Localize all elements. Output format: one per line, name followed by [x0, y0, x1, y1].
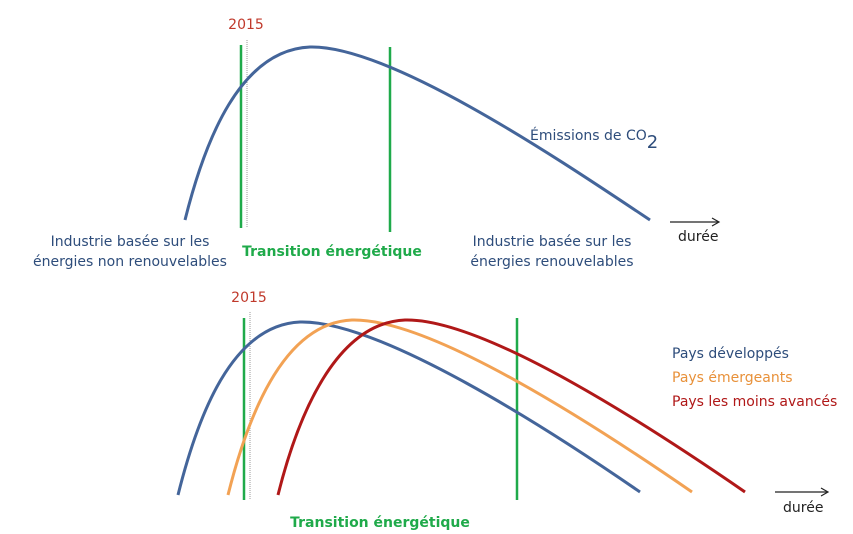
- legend-entry: Pays développés: [672, 346, 789, 362]
- legend-entry: Pays émergeants: [672, 370, 793, 386]
- left-label-line: Industrie basée sur les: [51, 234, 210, 250]
- left-label-line: énergies non renouvelables: [33, 254, 227, 270]
- title-subscript: 2: [647, 132, 658, 153]
- right-label: Industrie basée sur les énergies renouvel…: [470, 234, 633, 270]
- title: Émissions de CO2: [530, 127, 658, 153]
- curve-least-developed: [276, 318, 746, 496]
- axis-label: durée: [678, 229, 718, 245]
- right-label-line: énergies renouvelables: [470, 254, 633, 270]
- left-label: Industrie basée sur les énergies non reno…: [33, 234, 227, 270]
- transition-label: Transition énergétique: [290, 515, 470, 531]
- year-label: 2015: [228, 17, 264, 33]
- right-label-line: Industrie basée sur les: [473, 234, 632, 250]
- transition-label: Transition énergétique: [242, 244, 422, 260]
- title-text: Émissions de CO: [530, 127, 647, 144]
- legend-entry: Pays les moins avancés: [672, 394, 837, 410]
- arrow-head: [711, 217, 721, 227]
- curve-emerging: [226, 318, 693, 496]
- arrow-head: [820, 487, 830, 497]
- axis-label: durée: [783, 500, 823, 516]
- emission-curve: [183, 45, 651, 222]
- year-label: 2015: [231, 290, 267, 306]
- curve-developed: [176, 320, 641, 496]
